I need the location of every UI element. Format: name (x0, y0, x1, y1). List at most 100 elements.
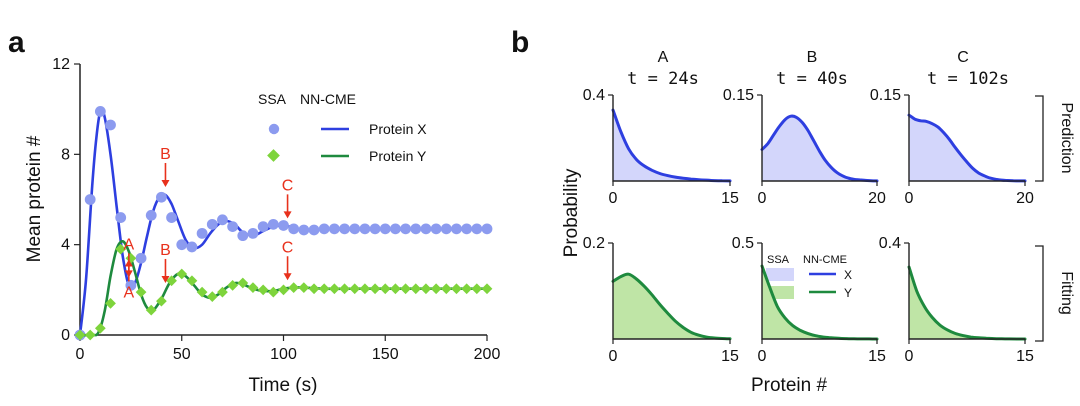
ssa-point-x (288, 223, 300, 235)
ssa-area-prediction-c (909, 115, 1025, 181)
ssa-point-x (440, 223, 452, 235)
ssa-point-y (237, 277, 249, 289)
annotation-label: B (160, 146, 171, 163)
ssa-point-y (227, 279, 238, 291)
ssa-point-y (471, 283, 483, 295)
ssa-point-y (461, 283, 473, 295)
ssa-point-x (105, 119, 116, 131)
annotation-label: C (282, 177, 294, 194)
ssa-point-x (115, 212, 127, 223)
ssa-point-x (125, 279, 137, 291)
ssa-point-y (298, 282, 310, 293)
panel-a-legend: SSA NN-CME Protein X Protein Y (258, 91, 427, 164)
ssa-point-y (410, 283, 422, 295)
ssa-point-x (410, 223, 422, 235)
ssa-point-x (176, 239, 188, 251)
y-tick-label: 4 (61, 237, 70, 254)
ssa-point-y (145, 304, 157, 316)
x-tick-label-prediction-a: 0 (609, 190, 618, 207)
ssa-point-x (217, 214, 228, 226)
ssa-point-x (166, 212, 177, 223)
ssa-point-x (420, 223, 432, 235)
x-tick-label-prediction-c: 20 (1016, 190, 1034, 207)
annotation-arrowhead (161, 179, 170, 187)
ssa-point-y (94, 322, 106, 334)
ssa-point-y (369, 283, 381, 295)
ssa-point-x (390, 223, 401, 235)
panel-b-xlabel: Protein # (751, 375, 827, 396)
col-head-c: C (957, 49, 969, 66)
annotation-arrowhead (161, 275, 170, 283)
legend-x-label: Protein X (369, 121, 427, 137)
legend-b-y-label: Y (844, 286, 852, 300)
x-tick-label-fitting-c: 15 (1016, 348, 1034, 365)
ssa-point-x (94, 106, 106, 117)
ssa-point-y (156, 295, 167, 307)
ssa-point-x (145, 209, 157, 221)
ssa-point-x (481, 223, 493, 235)
legend-b-head-nncme: NN-CME (803, 254, 847, 266)
y-tick-label: 0 (61, 327, 70, 344)
annotation-label: A (124, 284, 135, 301)
x-tick-label: 200 (474, 346, 501, 363)
ssa-point-y (135, 286, 147, 298)
col-head-b: B (807, 49, 818, 66)
legend-b-x-label: X (844, 268, 852, 282)
legend-head-ssa: SSA (258, 91, 287, 107)
ssa-point-y (359, 283, 371, 295)
panel-a-ylabel: Mean protein # (24, 135, 45, 262)
row-bracket-prediction (1035, 95, 1044, 182)
row-label-prediction: Prediction (1058, 102, 1075, 173)
legend-b-head-ssa: SSA (767, 254, 790, 266)
ssa-point-x (257, 221, 269, 233)
panel-a-chart: Mean protein # Time (s) SSA NN-CME Prote… (24, 91, 427, 396)
ssa-point-y (430, 283, 442, 295)
ssa-area-fitting-c (909, 267, 1025, 339)
ssa-point-y (451, 283, 462, 295)
legend-y-label: Protein Y (369, 148, 427, 164)
ssa-point-y (125, 252, 137, 264)
annotation-arrowhead (124, 259, 133, 267)
nncme-line-prediction-b (760, 114, 879, 183)
ssa-point-x (308, 224, 320, 236)
ssa-point-y (349, 283, 361, 295)
ssa-point-x (451, 223, 462, 235)
ssa-point-y (440, 283, 452, 295)
ssa-point-x (339, 223, 350, 235)
ssa-point-x (227, 221, 239, 233)
ssa-point-y (196, 286, 208, 298)
panel-b-ylabel: Probability (561, 168, 582, 257)
ssa-point-x (186, 241, 198, 253)
x-tick-label-prediction-b: 0 (758, 190, 767, 207)
ssa-point-y (278, 284, 289, 296)
y-tick-label: 8 (61, 146, 70, 163)
ssa-point-y (481, 283, 493, 295)
ssa-point-x (196, 227, 208, 239)
ssa-point-y (288, 282, 300, 293)
ssa-point-y (206, 291, 218, 302)
x-tick-label: 0 (76, 346, 85, 363)
panel-a-xlabel: Time (s) (249, 375, 318, 396)
row-bracket-fitting (1035, 245, 1044, 342)
legend-x-ssa-marker (268, 123, 280, 135)
y-tick-label-prediction-c: 0.15 (870, 87, 901, 104)
x-tick-label: 50 (173, 346, 191, 363)
ssa-point-y (308, 283, 320, 295)
ssa-point-y (84, 329, 96, 341)
col-time-a: t = 24s (627, 69, 699, 89)
y-tick-label-prediction-b: 0.15 (723, 87, 754, 104)
x-tick-label-prediction-a: 15 (721, 190, 739, 207)
ssa-point-x (278, 220, 289, 231)
ssa-point-x (298, 224, 310, 236)
ssa-point-y (339, 283, 350, 295)
ssa-point-x (135, 252, 147, 264)
ssa-point-y (420, 283, 432, 295)
panel-b-legend: SSA NN-CME X Y (766, 254, 852, 300)
annotation-label: B (160, 242, 171, 259)
ssa-area-fitting-a (613, 274, 730, 339)
ssa-point-x (328, 223, 340, 235)
col-time-b: t = 40s (776, 69, 848, 89)
ssa-point-x (84, 194, 96, 205)
